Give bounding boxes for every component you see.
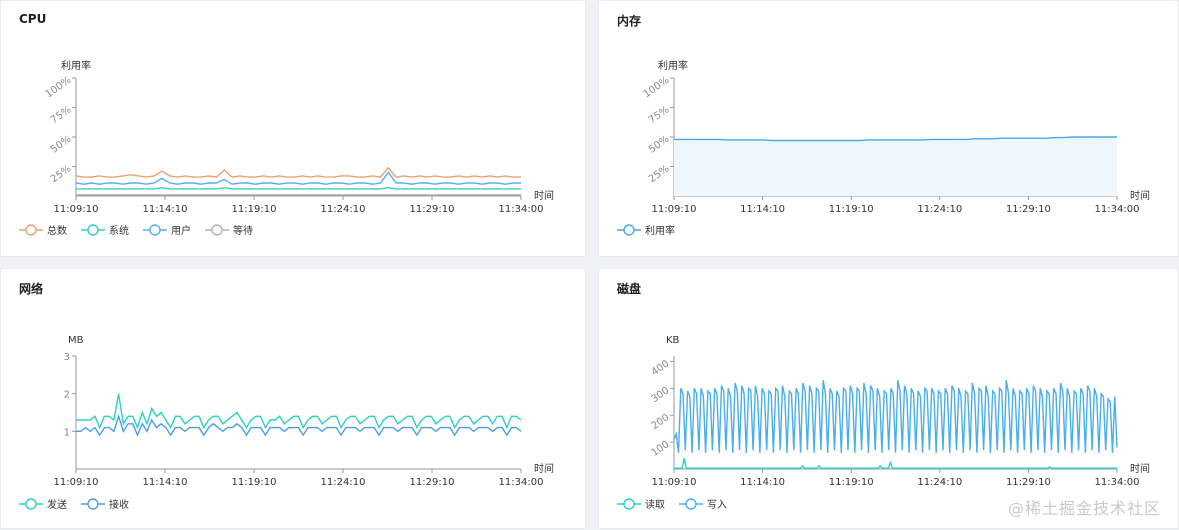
x-axis-label: 时间 (534, 462, 554, 475)
y-tick-label: 2 (64, 390, 70, 401)
legend-label: 总数 (47, 224, 67, 237)
panel-title: CPU (19, 12, 47, 26)
series-line-写入 (673, 380, 1118, 453)
x-tick-label: 11:14:10 (143, 477, 188, 488)
x-tick-label: 11:34:00 (499, 204, 544, 215)
y-tick-label: 1 (64, 427, 70, 438)
x-tick-label: 11:14:10 (740, 204, 785, 215)
y-axis-label: KB (666, 335, 680, 346)
x-tick-label: 11:34:00 (1095, 477, 1140, 488)
legend-label: 等待 (233, 224, 253, 237)
cpu-panel: CPU 利用率 25% 50% 75% 100% 11:09:10 11:14:10 11:1… (0, 0, 586, 257)
series-line-总数 (75, 166, 521, 178)
series-line-读取 (674, 458, 1117, 469)
legend-label: 发送 (47, 498, 67, 511)
legend-label: 用户 (171, 224, 191, 237)
y-tick-label: 25% (49, 163, 74, 185)
series-line-系统 (76, 186, 521, 190)
x-tick-label: 11:09:10 (652, 477, 697, 488)
legend-marker (87, 224, 99, 236)
panel-title: 磁盘 (617, 282, 642, 296)
y-tick-label: 300 (649, 385, 671, 405)
x-tick-label: 11:34:00 (499, 477, 544, 488)
memory-chart: 利用率 25% 50% 75% 100% 11:09:10 11:14:10 11:19:10… (617, 59, 1150, 237)
series-line-利用率 (674, 136, 1117, 142)
x-tick-label: 11:09:10 (54, 477, 99, 488)
x-tick-label: 11:24:10 (917, 204, 962, 215)
network-chart: MB 1 2 3 11:09:10 11:14:10 11:19:10 11:24:10 11:… (19, 335, 554, 511)
x-axis-label: 时间 (1130, 189, 1150, 202)
x-tick-label: 11:29:10 (1006, 204, 1051, 215)
legend-label: 接收 (109, 498, 129, 511)
legend-marker (211, 224, 223, 236)
y-tick-label: 100 (649, 439, 671, 459)
x-axis-label: 时间 (534, 189, 554, 202)
y-tick-label: 100% (44, 75, 74, 100)
y-tick-label: 200 (649, 412, 671, 432)
legend-marker (25, 224, 37, 236)
y-tick-label: 50% (647, 134, 672, 156)
legend-marker (685, 498, 697, 510)
y-tick-label: 50% (49, 134, 74, 156)
y-axis-label: 利用率 (658, 59, 688, 72)
watermark: @稀土掘金技术社区 (1007, 499, 1161, 518)
legend-label: 写入 (707, 499, 727, 511)
disk-panel: 磁盘 KB 100 200 300 400 11:09:10 11:14:10 11:19:1… (598, 268, 1179, 529)
y-tick-label: 400 (649, 358, 671, 378)
y-tick-label: 3 (64, 352, 70, 363)
legend-marker (623, 498, 635, 510)
x-tick-label: 11:24:10 (321, 204, 366, 215)
series-line-接收 (76, 413, 522, 437)
x-tick-label: 11:19:10 (232, 204, 277, 215)
x-tick-label: 11:29:10 (410, 204, 455, 215)
legend-label: 读取 (645, 498, 665, 511)
y-tick-label: 25% (647, 163, 672, 185)
disk-chart: KB 100 200 300 400 11:09:10 11:14:10 11:19:10 11… (617, 335, 1150, 511)
panel-title: 内存 (617, 14, 642, 28)
x-tick-label: 11:09:10 (54, 204, 99, 215)
x-tick-label: 11:19:10 (829, 477, 874, 488)
series-area-利用率 (674, 137, 1117, 196)
legend-marker (87, 498, 99, 510)
memory-panel: 内存 利用率 25% 50% 75% 100% 11:09:10 11:14:10 11:19… (598, 0, 1179, 257)
y-tick-label: 100% (642, 75, 672, 100)
x-tick-label: 11:29:10 (410, 477, 455, 488)
x-tick-label: 11:19:10 (829, 204, 874, 215)
x-axis-label: 时间 (1130, 462, 1150, 475)
network-panel: 网络 MB 1 2 3 11:09:10 11:14:10 11:19:10 11:24:10… (0, 268, 586, 529)
y-axis-label: MB (68, 335, 84, 346)
x-tick-label: 11:24:10 (917, 477, 962, 488)
series-line-用户 (75, 171, 521, 185)
x-tick-label: 11:14:10 (740, 477, 785, 488)
legend-marker (25, 498, 37, 510)
cpu-chart: 利用率 25% 50% 75% 100% 11:09:10 11:14:10 11:19:10… (19, 59, 554, 237)
x-tick-label: 11:19:10 (232, 477, 277, 488)
y-axis-label: 利用率 (61, 59, 91, 72)
x-tick-label: 11:34:00 (1095, 204, 1140, 215)
legend-marker (149, 224, 161, 236)
y-tick-label: 75% (647, 104, 672, 126)
legend-label: 系统 (109, 224, 129, 237)
y-tick-label: 75% (49, 104, 74, 126)
x-tick-label: 11:29:10 (1006, 477, 1051, 488)
panel-title: 网络 (19, 282, 44, 296)
legend-marker (623, 224, 635, 236)
x-tick-label: 11:14:10 (143, 204, 188, 215)
series-line-发送 (76, 393, 522, 430)
x-tick-label: 11:09:10 (652, 204, 697, 215)
x-tick-label: 11:24:10 (321, 477, 366, 488)
legend-label: 利用率 (645, 224, 675, 237)
